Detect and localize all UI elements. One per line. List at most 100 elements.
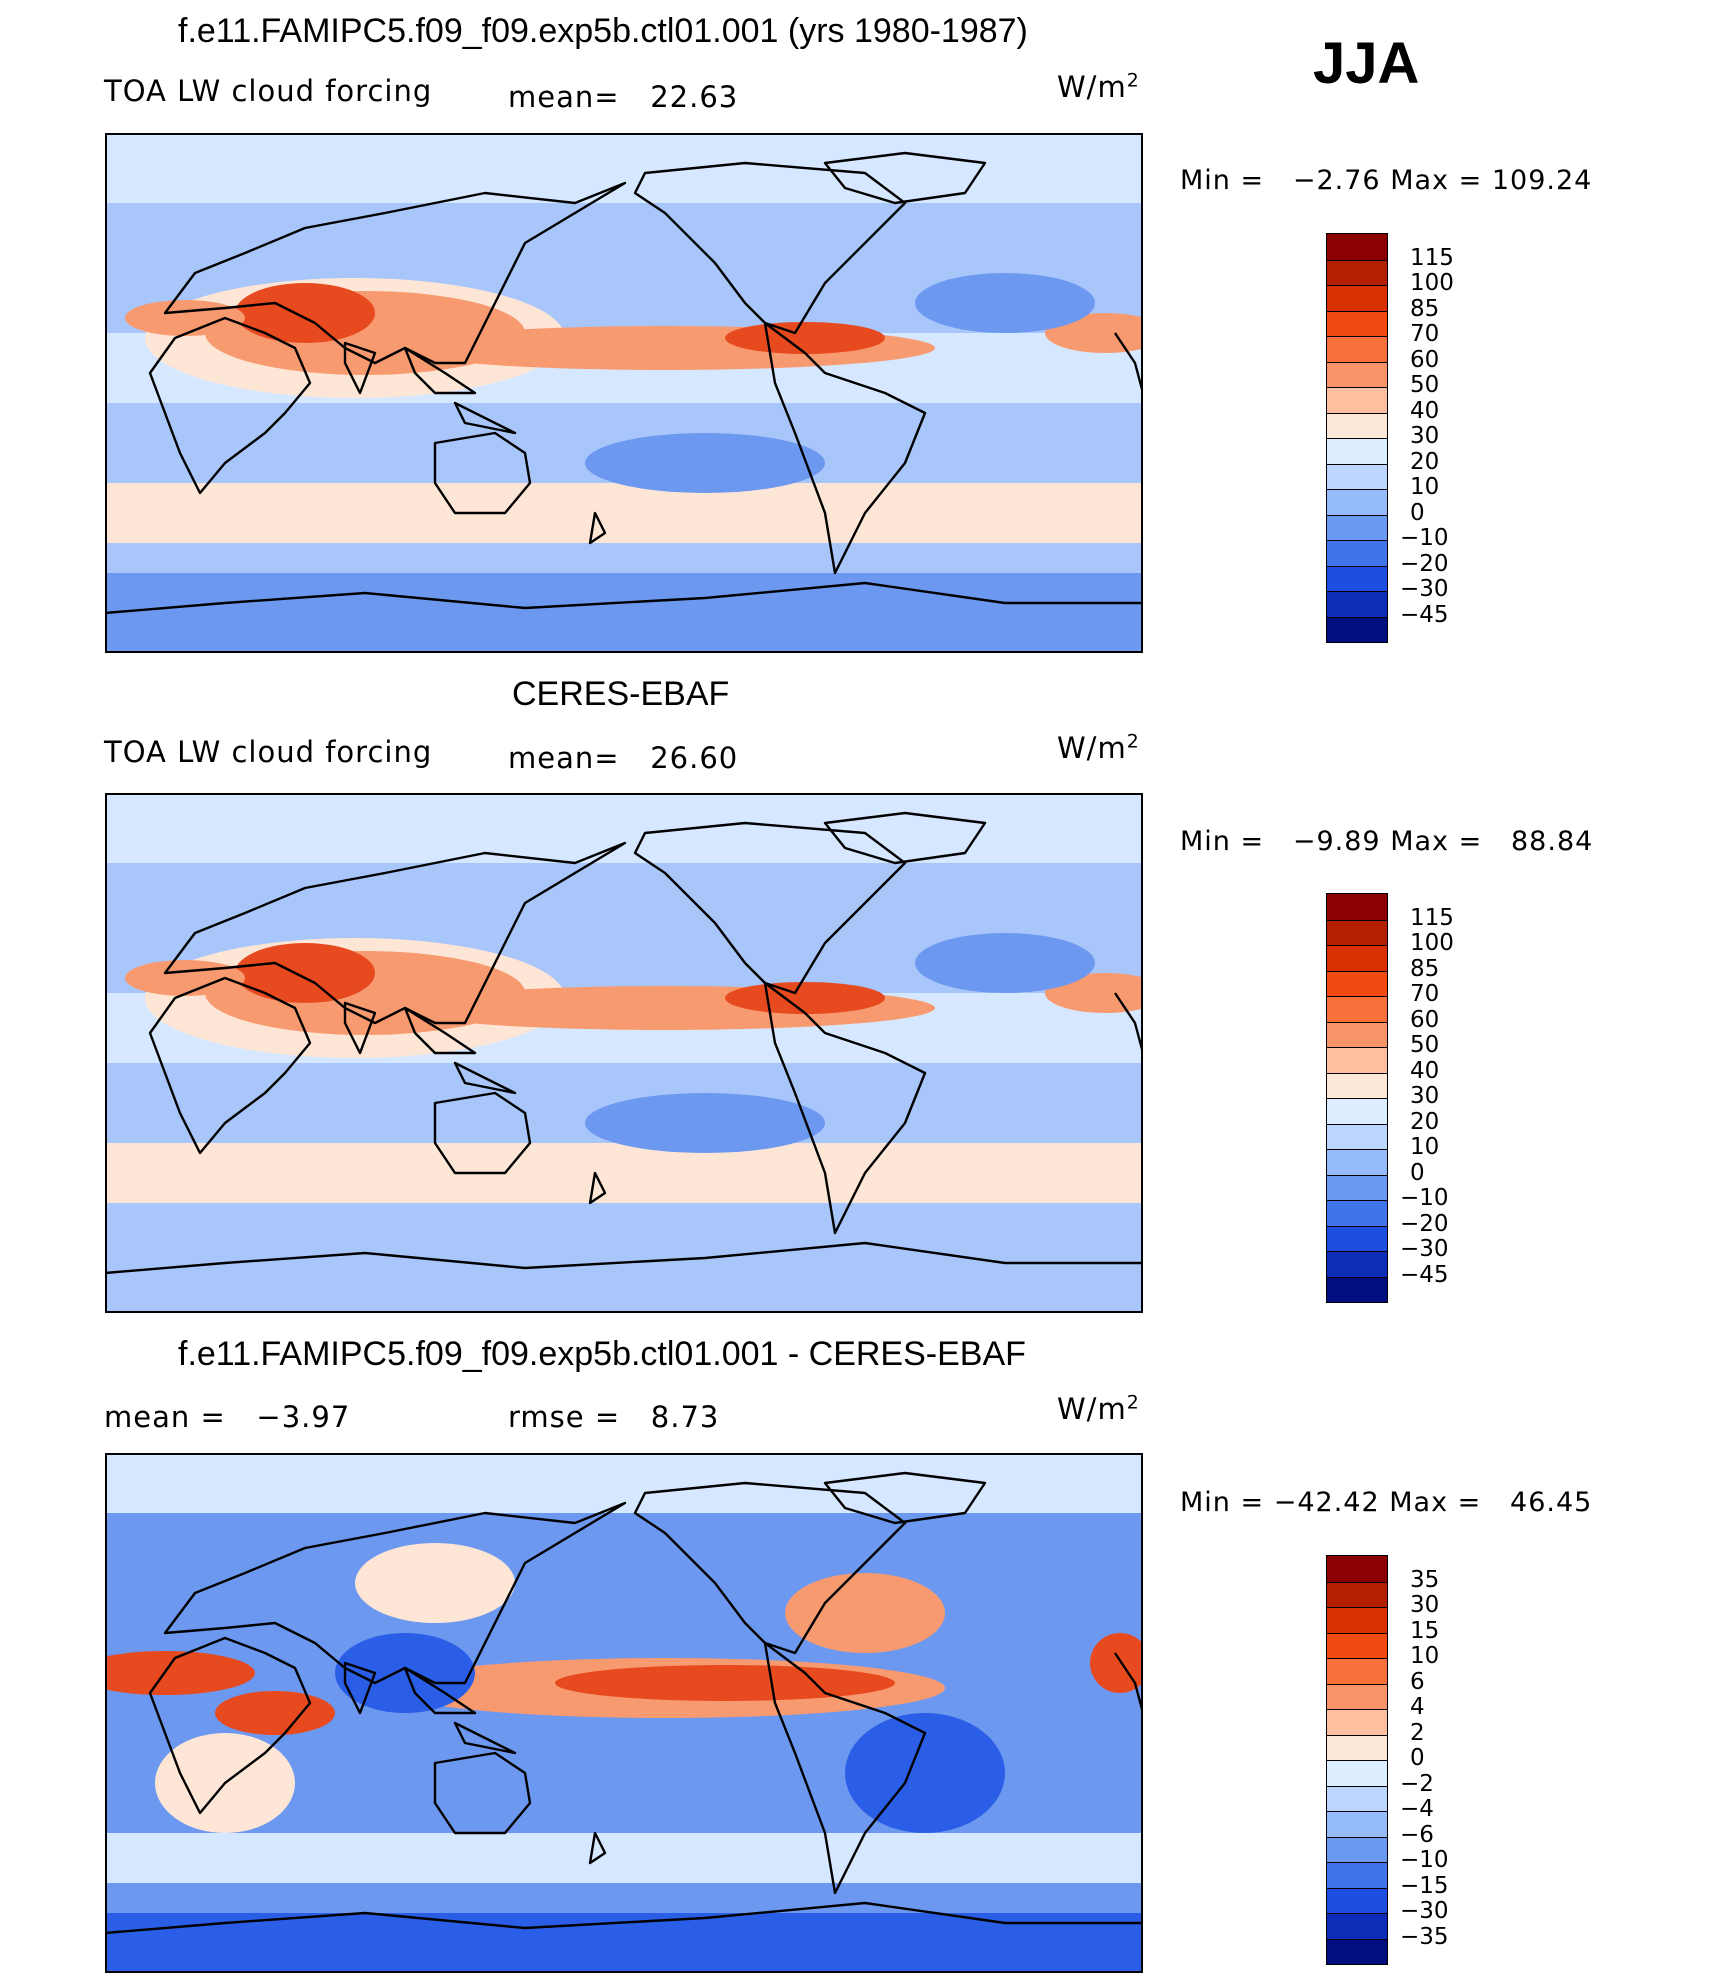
colorbar-tick-label: 10 xyxy=(1410,1134,1440,1160)
coastline xyxy=(163,1501,627,1685)
colorbar-swatch xyxy=(1327,1251,1387,1277)
colorbar-tick-label: 30 xyxy=(1410,1083,1440,1109)
colorbar-tick-label: 10 xyxy=(1410,474,1440,500)
colorbar-tick-label: 20 xyxy=(1410,448,1440,475)
colorbar-swatch xyxy=(1327,1556,1387,1582)
panel1-max-label: Max = xyxy=(1390,165,1483,196)
colorbar-tick-label: −15 xyxy=(1400,1872,1449,1899)
panel1-map xyxy=(105,133,1143,653)
colorbar-swatch xyxy=(1327,361,1387,387)
coastline xyxy=(823,811,987,865)
coastline xyxy=(763,321,927,575)
colorbar-swatch xyxy=(1327,285,1387,311)
coastline xyxy=(1114,992,1143,1054)
colorbar-tick-label: −30 xyxy=(1400,1898,1449,1924)
colorbar-swatch xyxy=(1327,1938,1387,1964)
coastline xyxy=(763,981,927,1235)
colorbar-tick-label: 50 xyxy=(1410,372,1440,398)
panel2-mean-label: mean= xyxy=(508,741,620,775)
panel2-min-value: −9.89 xyxy=(1292,826,1381,857)
panel3-colorbar xyxy=(1326,1555,1388,1965)
panel1-min-label: Min = xyxy=(1180,165,1265,196)
colorbar-swatch xyxy=(1327,591,1387,617)
coastline xyxy=(148,316,312,495)
coastline xyxy=(343,1001,377,1055)
panel3-min-label: Min = xyxy=(1180,1487,1265,1518)
season-label: JJA xyxy=(1313,31,1420,96)
colorbar-swatch xyxy=(1327,1760,1387,1786)
colorbar-tick-label: 85 xyxy=(1410,295,1440,322)
colorbar-tick-label: 15 xyxy=(1410,1617,1440,1644)
panel2-title: CERES-EBAF xyxy=(512,675,730,713)
colorbar-swatch xyxy=(1327,1149,1387,1175)
panel2-minmax: Min = −9.89 Max = 88.84 xyxy=(1180,826,1593,857)
panel1-max-value: 109.24 xyxy=(1491,165,1593,196)
panel1-mean-label: mean= xyxy=(508,80,620,114)
panel1-min-value: −2.76 xyxy=(1292,165,1381,196)
panel2-variable-label: TOA LW cloud forcing xyxy=(104,735,433,769)
colorbar-swatch xyxy=(1327,438,1387,464)
colorbar-tick-label: 30 xyxy=(1410,423,1440,449)
colorbar-swatch xyxy=(1327,996,1387,1022)
panel2-mean-value: 26.60 xyxy=(650,741,739,775)
colorbar-tick-label: 100 xyxy=(1410,270,1454,296)
panel3-minmax: Min = −42.42 Max = 46.45 xyxy=(1180,1487,1592,1518)
colorbar-tick-label: −30 xyxy=(1400,1236,1449,1262)
coastline xyxy=(403,1666,477,1715)
panel2-colorbar-labels: 115 100 85 70 60 50 40 30 20 10 0 −10 −20 −30 −45 xyxy=(1400,893,1520,1301)
colorbar-swatch xyxy=(1327,1607,1387,1633)
colorbar-swatch xyxy=(1327,1098,1387,1124)
panel3-title: f.e11.FAMIPC5.f09_f09.exp5b.ctl01.001 - … xyxy=(178,1335,1026,1373)
colorbar-swatch xyxy=(1327,1836,1387,1862)
coastline xyxy=(453,1721,517,1755)
coastline xyxy=(343,341,377,395)
coastline xyxy=(163,841,627,1025)
coastline xyxy=(105,581,1143,615)
colorbar-tick-label: 50 xyxy=(1410,1032,1440,1058)
panel3-map xyxy=(105,1453,1143,1973)
coastline xyxy=(1114,1652,1143,1714)
colorbar-swatch xyxy=(1327,412,1387,438)
colorbar-tick-label: 70 xyxy=(1410,321,1440,347)
panel1-mean-value: 22.63 xyxy=(650,80,739,114)
colorbar-tick-label: −45 xyxy=(1400,601,1449,628)
colorbar-tick-label: −20 xyxy=(1400,550,1449,577)
panel1-variable-label: TOA LW cloud forcing xyxy=(104,74,433,108)
coastline xyxy=(433,431,532,515)
colorbar-tick-label: 0 xyxy=(1410,499,1425,526)
coastline xyxy=(148,1636,312,1815)
colorbar-swatch xyxy=(1327,489,1387,515)
panel3-max-label: Max = xyxy=(1389,1487,1482,1518)
colorbar-swatch xyxy=(1327,1913,1387,1939)
colorbar-swatch xyxy=(1327,1658,1387,1684)
colorbar-swatch xyxy=(1327,1225,1387,1251)
coastline xyxy=(1114,332,1143,394)
coastline xyxy=(453,1061,517,1095)
panel3-rmse: rmse = 8.73 xyxy=(508,1400,719,1434)
colorbar-swatch xyxy=(1327,463,1387,489)
colorbar-swatch xyxy=(1327,970,1387,996)
colorbar-tick-label: 100 xyxy=(1410,930,1454,956)
coastline xyxy=(763,1641,927,1895)
colorbar-tick-label: −10 xyxy=(1400,1185,1449,1211)
coastline xyxy=(588,511,607,545)
colorbar-swatch xyxy=(1327,1200,1387,1226)
coastline xyxy=(633,1481,907,1655)
panel2-mean: mean= 26.60 xyxy=(508,741,738,775)
coastline xyxy=(633,161,907,335)
colorbar-swatch xyxy=(1327,616,1387,642)
coastline xyxy=(105,1241,1143,1275)
colorbar-swatch xyxy=(1327,234,1387,260)
coastline xyxy=(823,1471,987,1525)
panel2-max-label: Max = xyxy=(1390,826,1483,857)
panel3-min-value: −42.42 xyxy=(1273,1487,1380,1518)
panel3-units: W/m2 xyxy=(1057,1392,1140,1426)
colorbar-tick-label: 40 xyxy=(1410,1057,1440,1084)
colorbar-tick-label: −4 xyxy=(1400,1796,1434,1822)
colorbar-tick-label: 0 xyxy=(1410,1159,1425,1186)
colorbar-tick-label: −45 xyxy=(1400,1261,1449,1288)
colorbar-swatch xyxy=(1327,919,1387,945)
colorbar-swatch xyxy=(1327,1276,1387,1302)
colorbar-swatch xyxy=(1327,540,1387,566)
colorbar-swatch xyxy=(1327,310,1387,336)
